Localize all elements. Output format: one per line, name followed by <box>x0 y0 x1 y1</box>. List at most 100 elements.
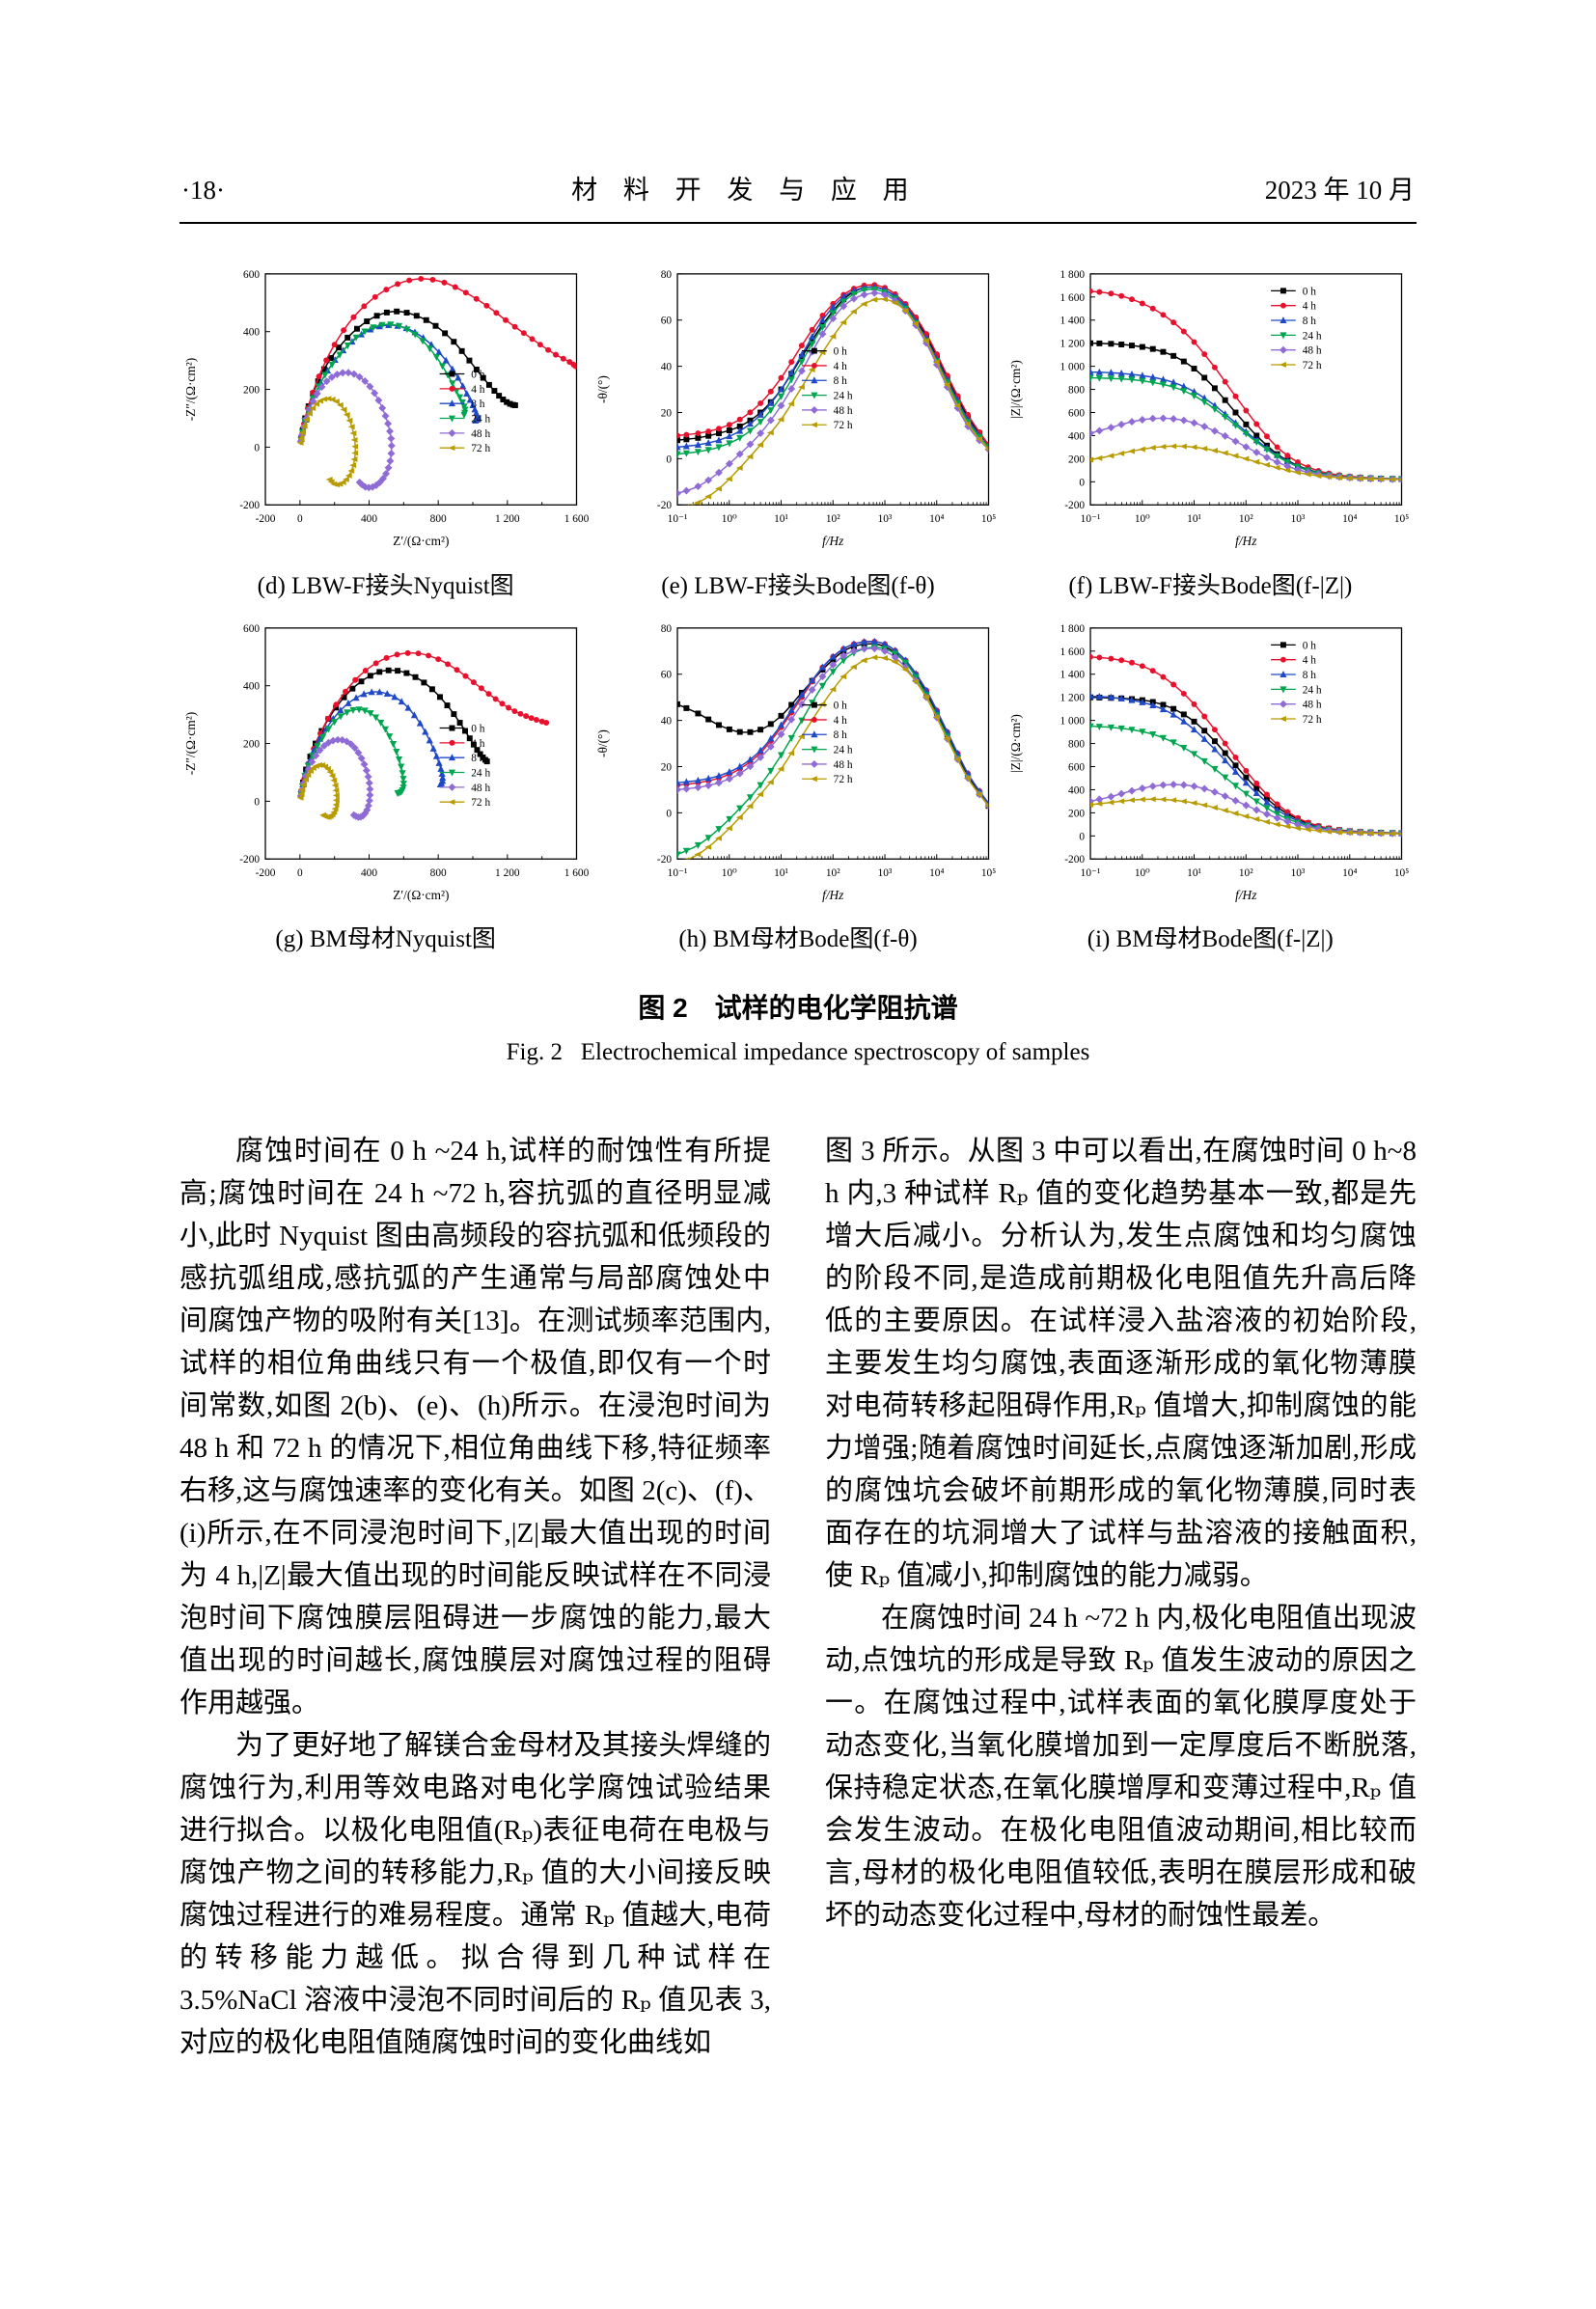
svg-text:800: 800 <box>430 513 447 525</box>
svg-text:10¹: 10¹ <box>774 513 788 525</box>
svg-text:8 h: 8 h <box>1302 316 1316 327</box>
svg-text:72 h: 72 h <box>834 774 853 785</box>
svg-text:|Z|/(Ω·cm²): |Z|/(Ω·cm²) <box>1007 714 1022 773</box>
svg-text:24 h: 24 h <box>471 767 490 779</box>
chart-caption: (e) LBW-F接头Bode图(f-θ) <box>661 572 935 599</box>
svg-text:-200: -200 <box>1064 500 1085 511</box>
svg-text:400: 400 <box>243 680 260 692</box>
svg-text:10⁰: 10⁰ <box>722 867 737 879</box>
svg-text:10³: 10³ <box>878 513 893 525</box>
issue-date: 2023 年 10 月 <box>1264 176 1415 205</box>
svg-text:1 800: 1 800 <box>1059 622 1085 634</box>
svg-text:24 h: 24 h <box>1302 330 1321 342</box>
svg-text:40: 40 <box>661 715 673 727</box>
svg-text:10²: 10² <box>1239 867 1253 879</box>
svg-text:48 h: 48 h <box>834 758 853 770</box>
svg-text:600: 600 <box>1068 761 1085 773</box>
article-body: 腐蚀时间在 0 h ~24 h,试样的耐蚀性有所提高;腐蚀时间在 24 h ~7… <box>179 1130 1417 2064</box>
svg-text:600: 600 <box>1068 407 1085 419</box>
svg-text:0: 0 <box>667 454 673 465</box>
chart-caption: (i) BM母材Bode图(f-|Z|) <box>1087 926 1334 953</box>
chart-cell: -200 0 400 800 1 200 1 600 -200 0 200 400 600 Z′/(Ω… <box>179 262 592 601</box>
chart-bm-bode-phase: 10⁻¹ 10⁰ 10¹ 10² 10³ 10⁴ 10⁵ -20 0 20 40 60 80 f/Hz -θ… <box>595 622 996 901</box>
svg-text:72 h: 72 h <box>834 420 853 431</box>
svg-text:800: 800 <box>1068 738 1085 750</box>
svg-text:-20: -20 <box>657 500 672 511</box>
svg-text:80: 80 <box>661 269 673 281</box>
svg-text:0 h: 0 h <box>1302 640 1316 651</box>
svg-text:400: 400 <box>361 513 377 525</box>
svg-text:60: 60 <box>661 669 673 680</box>
svg-text:800: 800 <box>430 867 447 879</box>
svg-text:40: 40 <box>661 362 673 373</box>
svg-text:0: 0 <box>297 867 303 879</box>
chart-bm-nyquist: -200 0 400 800 1 200 1 600 -200 0 200 400 600 Z′/(Ω… <box>183 622 590 901</box>
svg-text:72 h: 72 h <box>1302 714 1321 726</box>
svg-text:10⁻¹: 10⁻¹ <box>668 867 688 879</box>
chart-caption: (d) LBW-F接头Nyquist图 <box>257 572 514 599</box>
svg-text:1 600: 1 600 <box>1059 292 1085 304</box>
paragraph: 腐蚀时间在 0 h ~24 h,试样的耐蚀性有所提高;腐蚀时间在 24 h ~7… <box>179 1136 771 1719</box>
svg-text:20: 20 <box>661 407 673 419</box>
text-column-left: 腐蚀时间在 0 h ~24 h,试样的耐蚀性有所提高;腐蚀时间在 24 h ~7… <box>179 1130 771 2064</box>
svg-text:10⁵: 10⁵ <box>1394 513 1409 525</box>
svg-text:-20: -20 <box>657 854 672 866</box>
svg-text:8 h: 8 h <box>471 399 485 410</box>
svg-text:10³: 10³ <box>1290 513 1305 525</box>
chart-caption: (h) BM母材Bode图(f-θ) <box>678 926 918 953</box>
svg-text:-Z″/(Ω·cm²): -Z″/(Ω·cm²) <box>183 358 198 421</box>
svg-text:-200: -200 <box>1064 854 1085 866</box>
journal-title: 材 料 开 发 与 应 用 <box>571 176 919 205</box>
svg-text:10⁵: 10⁵ <box>981 867 996 879</box>
svg-text:f/Hz: f/Hz <box>822 887 844 901</box>
svg-text:4 h: 4 h <box>834 714 848 726</box>
svg-text:200: 200 <box>243 385 260 397</box>
svg-text:8 h: 8 h <box>834 729 848 741</box>
svg-text:10⁵: 10⁵ <box>1394 867 1409 879</box>
chart-bm-bode-impedance: 10⁻¹ 10⁰ 10¹ 10² 10³ 10⁴ 10⁵ -200 0 200 400 600 800 1… <box>1007 622 1409 901</box>
paragraph: 为了更好地了解镁合金母材及其接头焊缝的腐蚀行为,利用等效电路对电化学腐蚀试验结果… <box>179 1730 771 2059</box>
svg-text:f/Hz: f/Hz <box>822 534 844 548</box>
svg-text:48 h: 48 h <box>471 782 490 793</box>
svg-text:-Z″/(Ω·cm²): -Z″/(Ω·cm²) <box>183 711 198 774</box>
text-column-right: 图 3 所示。从图 3 中可以看出,在腐蚀时间 0 h~8 h 内,3 种试样 … <box>825 1130 1417 2064</box>
figure-2: -200 0 400 800 1 200 1 600 -200 0 200 400 600 Z′/(Ω… <box>179 262 1417 1066</box>
svg-text:10³: 10³ <box>1290 867 1305 879</box>
svg-text:800: 800 <box>1068 385 1085 397</box>
svg-text:10¹: 10¹ <box>1187 513 1201 525</box>
svg-text:72 h: 72 h <box>471 443 490 454</box>
svg-text:0: 0 <box>297 513 303 525</box>
chart-cell: -200 0 400 800 1 200 1 600 -200 0 200 400 600 Z′/(Ω… <box>179 617 592 955</box>
svg-text:10²: 10² <box>1239 513 1253 525</box>
svg-text:0 h: 0 h <box>834 346 848 358</box>
figure-caption-en: Fig. 2 Electrochemical impedance spectro… <box>506 1039 1090 1066</box>
svg-text:400: 400 <box>1068 430 1085 442</box>
svg-text:72 h: 72 h <box>471 797 490 809</box>
svg-text:48 h: 48 h <box>471 428 490 440</box>
svg-text:-200: -200 <box>256 867 276 879</box>
svg-text:Z′/(Ω·cm²): Z′/(Ω·cm²) <box>393 887 449 901</box>
svg-text:10¹: 10¹ <box>1187 867 1201 879</box>
svg-text:f/Hz: f/Hz <box>1235 534 1257 548</box>
svg-text:1 600: 1 600 <box>564 867 590 879</box>
svg-text:400: 400 <box>361 867 377 879</box>
figure-caption-zh: 图 2 试样的电化学阻抗谱 <box>638 993 958 1024</box>
svg-text:8 h: 8 h <box>834 375 848 387</box>
svg-text:1 200: 1 200 <box>495 867 520 879</box>
chart-cell: 10⁻¹ 10⁰ 10¹ 10² 10³ 10⁴ 10⁵ -20 0 20 40 60 80 f/Hz -θ… <box>592 617 1004 955</box>
page-number: ·18· <box>181 176 225 205</box>
svg-text:20: 20 <box>661 761 673 773</box>
svg-text:10⁻¹: 10⁻¹ <box>1080 867 1100 879</box>
svg-text:0: 0 <box>667 808 673 819</box>
svg-text:4 h: 4 h <box>1302 301 1316 313</box>
svg-text:Z′/(Ω·cm²): Z′/(Ω·cm²) <box>393 534 449 548</box>
chart-cell: 10⁻¹ 10⁰ 10¹ 10² 10³ 10⁴ 10⁵ -200 0 200 400 600 800 1… <box>1004 617 1417 955</box>
svg-text:1 400: 1 400 <box>1059 316 1085 327</box>
chart-lbwf-bode-phase: 10⁻¹ 10⁰ 10¹ 10² 10³ 10⁴ 10⁵ -20 0 20 40 60 80 f/Hz -θ… <box>595 269 996 548</box>
svg-text:24 h: 24 h <box>1302 684 1321 696</box>
svg-text:600: 600 <box>243 622 260 634</box>
svg-text:0 h: 0 h <box>471 723 485 734</box>
svg-text:600: 600 <box>243 269 260 281</box>
svg-text:0: 0 <box>1079 477 1085 488</box>
